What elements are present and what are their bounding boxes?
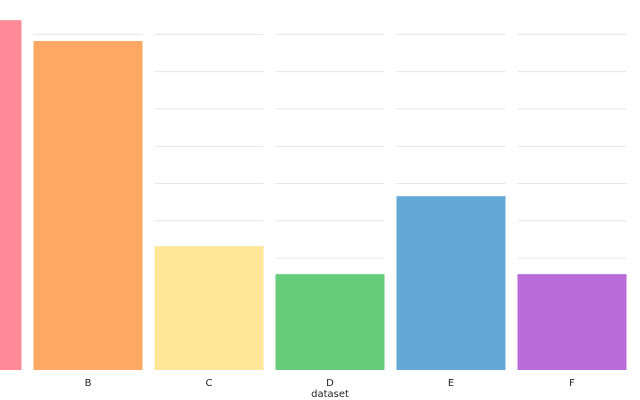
bar [33, 41, 143, 370]
x-axis-title: dataset [311, 389, 349, 400]
bar [275, 274, 385, 370]
x-tick-label: F [569, 378, 575, 389]
bar [396, 196, 506, 370]
bar [154, 246, 264, 370]
x-tick-label: B [85, 378, 92, 389]
x-tick-label: E [448, 378, 454, 389]
bar [517, 274, 627, 370]
bar [0, 20, 22, 370]
x-tick-label: D [326, 378, 334, 389]
x-tick-label: C [206, 378, 213, 389]
